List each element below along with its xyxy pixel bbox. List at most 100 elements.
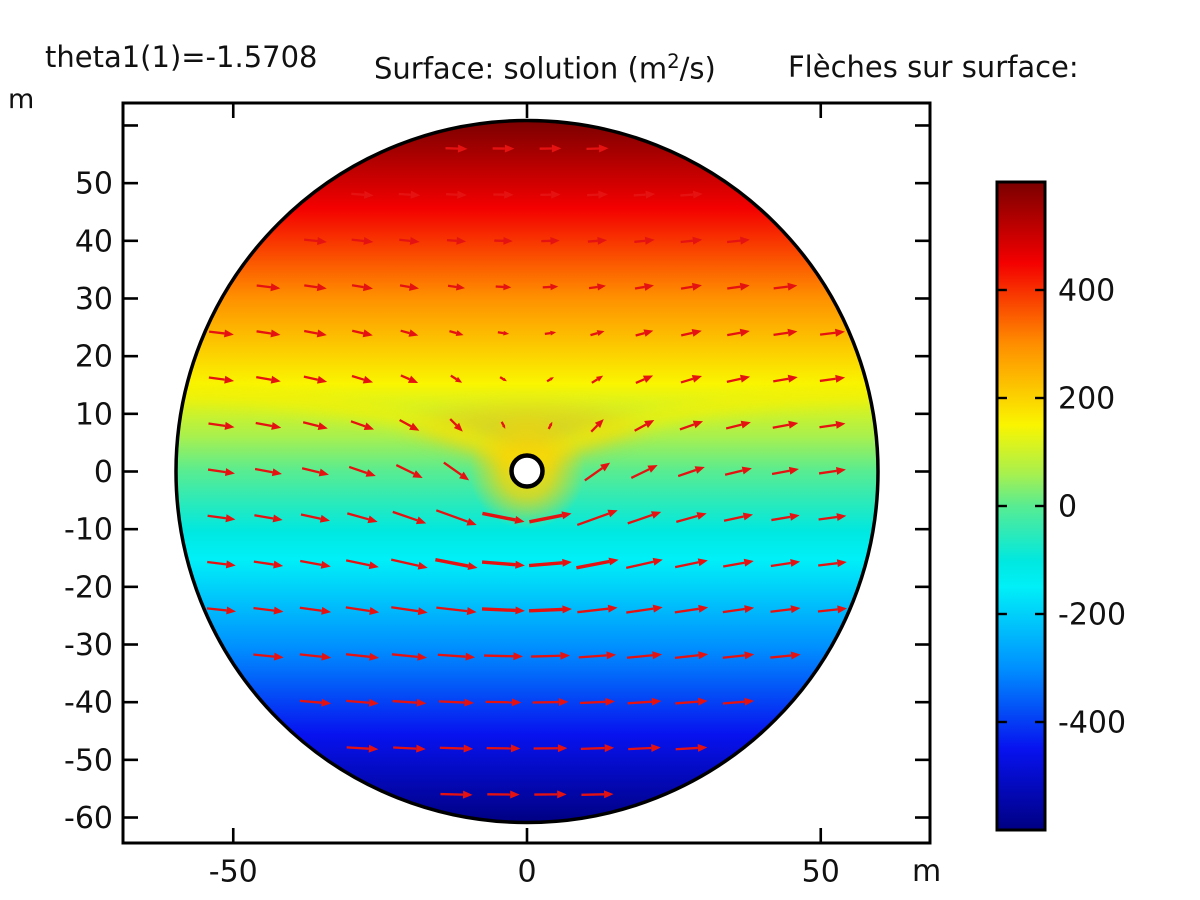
flow-arrow-head — [744, 605, 755, 613]
y-tick-label: -30 — [64, 628, 113, 663]
flow-arrow-head — [645, 190, 656, 199]
flow-arrow — [499, 376, 505, 381]
flow-arrow-head — [835, 466, 846, 475]
flow-arrow-head — [270, 283, 281, 292]
flow-arrow — [253, 653, 275, 658]
flow-arrow-head — [744, 697, 755, 706]
flow-arrow-head — [316, 329, 327, 338]
flow-arrow — [771, 469, 790, 476]
flow-arrow-head — [600, 462, 611, 472]
flow-arrow — [302, 421, 319, 428]
flow-arrow — [345, 559, 370, 567]
flow-arrow-head — [503, 283, 512, 291]
flow-arrow — [680, 331, 693, 337]
y-tick-label: 10 — [75, 397, 113, 432]
flow-arrow-head — [562, 558, 572, 567]
flow-arrow — [579, 700, 606, 705]
flow-arrow-head — [836, 513, 847, 521]
flow-arrow-head — [515, 606, 525, 615]
flow-arrow — [399, 238, 411, 243]
flow-arrow — [303, 375, 319, 381]
flow-arrow-head — [698, 604, 709, 613]
flow-arrow-head — [647, 465, 658, 473]
flow-arrow-head — [455, 330, 464, 337]
flow-arrow — [819, 331, 836, 336]
flow-arrow — [437, 653, 466, 658]
flow-arrow — [440, 792, 464, 796]
y-tick-label: -60 — [64, 801, 113, 836]
flow-arrow-head — [407, 375, 419, 383]
colorbar-tick-label: 400 — [1058, 274, 1115, 309]
flow-arrow — [588, 285, 598, 290]
flow-arrow-head — [454, 376, 463, 383]
flow-arrow-head — [606, 651, 617, 660]
flow-arrow-head — [740, 420, 751, 429]
flow-arrow-head — [504, 144, 515, 153]
flow-arrow — [674, 654, 699, 659]
flow-arrow — [818, 469, 837, 475]
flow-arrow-head — [594, 419, 604, 429]
colorbar-tick-label: 0 — [1058, 490, 1077, 525]
flow-arrow-head — [691, 282, 702, 291]
flow-arrow — [722, 654, 745, 659]
flow-arrow — [680, 285, 693, 290]
flow-arrow — [727, 285, 741, 290]
flow-arrow-head — [317, 422, 328, 431]
flow-arrow — [819, 423, 837, 429]
flow-arrow-head — [272, 514, 283, 523]
colorbar-tick-label: -200 — [1058, 598, 1126, 633]
flow-arrow — [254, 467, 273, 474]
flow-arrow — [345, 606, 370, 613]
flow-arrow — [208, 376, 225, 381]
flow-arrow-head — [321, 652, 332, 661]
flow-arrow — [726, 377, 742, 383]
flow-arrow-head — [416, 698, 427, 707]
flow-arrow-head — [368, 698, 379, 707]
flow-arrow — [345, 653, 370, 658]
flow-arrow-head — [605, 697, 616, 706]
flow-arrow — [675, 514, 698, 523]
flow-arrow — [576, 512, 610, 527]
flow-arrow-head — [511, 698, 522, 707]
flow-arrow — [482, 511, 516, 522]
flow-arrow — [722, 700, 745, 705]
flow-arrow-head — [467, 562, 478, 570]
flow-arrow-head — [273, 560, 284, 569]
flow-arrow-head — [790, 651, 801, 660]
flow-arrow-head — [652, 604, 663, 613]
flow-arrow-head — [741, 466, 752, 475]
flow-arrow — [817, 608, 838, 613]
flow-arrow — [528, 561, 563, 568]
flow-arrow — [680, 239, 693, 244]
flow-arrow-head — [652, 557, 663, 566]
x-tick-label: 50 — [802, 855, 840, 890]
flow-arrow — [299, 653, 322, 658]
flow-arrow-head — [835, 420, 846, 429]
flow-arrow — [253, 560, 274, 566]
flow-arrow-head — [837, 605, 848, 614]
y-tick-label: 40 — [75, 224, 113, 259]
flow-arrow-head — [788, 466, 799, 475]
surface-legend: Surface: solution (m2/s) — [374, 50, 716, 86]
flow-arrow-head — [739, 328, 750, 337]
flow-arrow — [773, 377, 789, 383]
flow-arrow-head — [273, 652, 284, 661]
flow-arrow — [348, 465, 368, 475]
flow-arrow-head — [465, 652, 476, 661]
flow-arrow — [481, 560, 516, 567]
flow-arrow-head — [510, 744, 521, 753]
flow-arrow-head — [412, 470, 423, 478]
flow-arrow-head — [453, 422, 463, 432]
flow-arrow — [627, 513, 653, 525]
flow-arrow-head — [597, 236, 608, 245]
flow-arrow — [626, 654, 653, 659]
flow-arrow — [450, 374, 458, 381]
surface-legend-post: /s) — [679, 51, 716, 86]
flow-arrow-head — [697, 743, 708, 752]
flow-arrow-head — [362, 283, 373, 292]
flow-arrow-head — [551, 190, 561, 199]
flow-arrow — [770, 654, 792, 659]
flow-arrow-head — [415, 516, 427, 525]
flow-arrow-head — [369, 607, 380, 615]
y-axis-unit: m — [8, 84, 35, 115]
